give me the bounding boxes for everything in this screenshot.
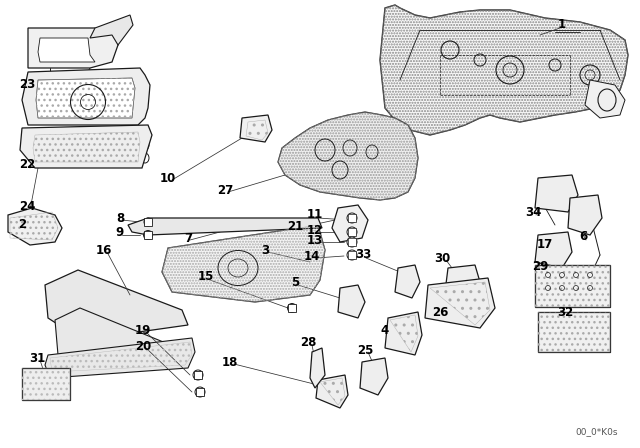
Text: 5: 5 — [291, 276, 299, 289]
Text: 21: 21 — [287, 220, 303, 233]
Bar — [348, 238, 356, 246]
Text: 7: 7 — [184, 232, 192, 245]
Ellipse shape — [347, 250, 357, 260]
Text: 9: 9 — [116, 227, 124, 240]
Polygon shape — [36, 78, 135, 118]
Text: 6: 6 — [579, 231, 587, 244]
Text: 00_0*K0s: 00_0*K0s — [575, 427, 618, 436]
Text: 33: 33 — [355, 249, 371, 262]
Polygon shape — [278, 112, 418, 200]
Polygon shape — [310, 348, 325, 388]
Text: 15: 15 — [198, 271, 214, 284]
Bar — [348, 228, 356, 236]
Bar — [144, 218, 152, 226]
Bar — [288, 304, 296, 312]
Polygon shape — [55, 308, 182, 375]
Text: 22: 22 — [19, 159, 35, 172]
Text: 25: 25 — [357, 344, 373, 357]
Bar — [144, 231, 152, 239]
Bar — [535, 265, 610, 307]
Text: 1: 1 — [558, 18, 566, 31]
Text: 2: 2 — [18, 219, 26, 232]
Text: 19: 19 — [135, 323, 151, 336]
Polygon shape — [360, 358, 388, 395]
Text: 12: 12 — [307, 224, 323, 237]
Ellipse shape — [347, 213, 357, 223]
Polygon shape — [316, 375, 348, 408]
Polygon shape — [535, 232, 572, 268]
Polygon shape — [445, 265, 480, 298]
Polygon shape — [128, 218, 322, 235]
Text: 14: 14 — [304, 250, 320, 263]
Ellipse shape — [144, 218, 152, 226]
Ellipse shape — [195, 387, 205, 397]
Text: 10: 10 — [160, 172, 176, 185]
Polygon shape — [162, 225, 325, 302]
Polygon shape — [20, 125, 152, 168]
Polygon shape — [38, 38, 95, 62]
Bar — [194, 371, 202, 379]
Text: 17: 17 — [537, 238, 553, 251]
Text: 16: 16 — [96, 244, 112, 257]
Text: 20: 20 — [135, 340, 151, 353]
Polygon shape — [385, 312, 422, 355]
Bar — [348, 251, 356, 259]
Text: 27: 27 — [217, 184, 233, 197]
Text: 8: 8 — [116, 211, 124, 224]
Ellipse shape — [143, 231, 152, 240]
Polygon shape — [338, 285, 365, 318]
Polygon shape — [8, 208, 62, 245]
Ellipse shape — [287, 303, 296, 313]
Polygon shape — [535, 175, 578, 212]
Text: 3: 3 — [261, 244, 269, 257]
Text: 26: 26 — [432, 306, 448, 319]
Polygon shape — [90, 15, 133, 45]
Text: 29: 29 — [532, 259, 548, 272]
Text: 24: 24 — [19, 201, 35, 214]
Ellipse shape — [193, 370, 203, 380]
Bar — [538, 312, 610, 352]
Text: 11: 11 — [307, 208, 323, 221]
Polygon shape — [22, 68, 150, 125]
Text: 30: 30 — [434, 251, 450, 264]
Polygon shape — [45, 338, 195, 378]
Text: 32: 32 — [557, 306, 573, 319]
Bar — [196, 388, 204, 396]
Polygon shape — [332, 205, 368, 242]
Polygon shape — [380, 5, 628, 135]
Text: 4: 4 — [381, 323, 389, 336]
Text: 18: 18 — [222, 356, 238, 369]
Polygon shape — [425, 278, 495, 328]
Text: 28: 28 — [300, 336, 316, 349]
Text: 13: 13 — [307, 233, 323, 246]
Polygon shape — [568, 195, 602, 235]
Ellipse shape — [347, 237, 357, 247]
Text: 23: 23 — [19, 78, 35, 91]
Polygon shape — [395, 265, 420, 298]
Polygon shape — [585, 80, 625, 118]
Polygon shape — [240, 115, 272, 142]
Text: 31: 31 — [29, 352, 45, 365]
Bar — [22, 368, 70, 400]
Text: 34: 34 — [525, 207, 541, 220]
Bar — [348, 214, 356, 222]
Ellipse shape — [347, 227, 357, 237]
Polygon shape — [45, 270, 188, 340]
Polygon shape — [28, 28, 118, 68]
